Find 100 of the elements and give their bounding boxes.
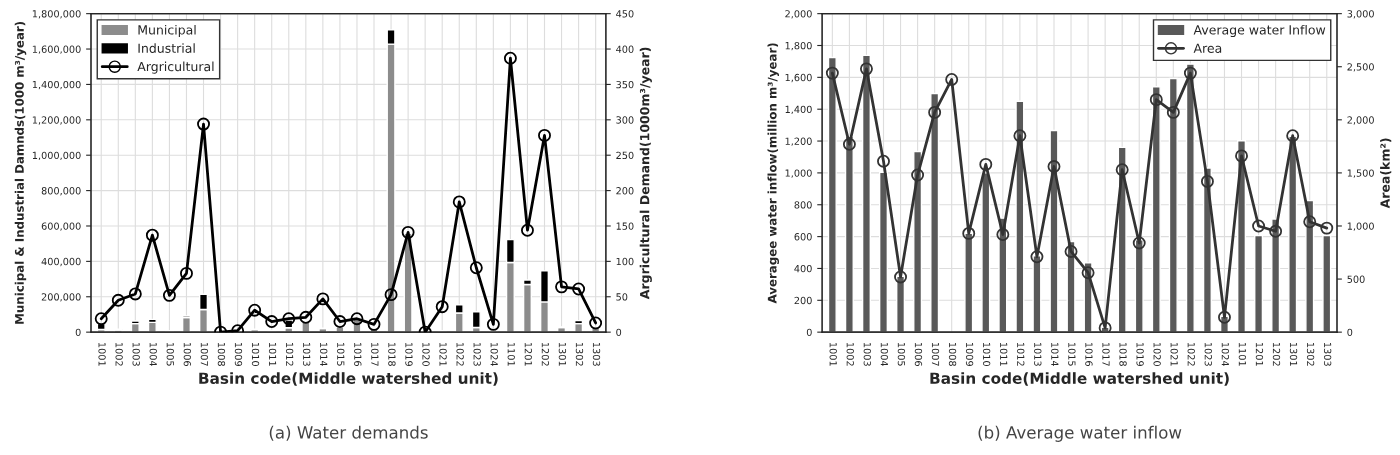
x-tick-label: 1004 bbox=[880, 342, 889, 367]
x-tick-label: 1019 bbox=[405, 342, 413, 366]
x-tick-label: 1005 bbox=[166, 342, 174, 366]
y2-tick-label: 300 bbox=[616, 116, 634, 124]
x-tick-label: 1016 bbox=[354, 342, 362, 366]
y2-tick-label: 2,500 bbox=[1347, 63, 1374, 72]
y2-tick-label: 1,000 bbox=[1347, 222, 1374, 231]
x-axis-title: Basin code(Middle watershed unit) bbox=[930, 372, 1229, 386]
y2-tick-label: 150 bbox=[616, 222, 634, 230]
y-tick-label: 600,000 bbox=[41, 222, 81, 231]
y-tick-label: 0 bbox=[75, 328, 81, 336]
x-tick-label: 1011 bbox=[268, 342, 277, 366]
x-tick-label: 1016 bbox=[1085, 342, 1093, 366]
legend-label: Area bbox=[1193, 43, 1222, 53]
x-tick-label: 1101 bbox=[507, 342, 515, 366]
y2-axis-title: Argricultural Demand(1000m³/year) bbox=[639, 47, 652, 300]
x-tick-label: 1101 bbox=[1238, 342, 1247, 366]
x-tick-label: 1017 bbox=[1102, 342, 1110, 366]
x-tick-label: 1202 bbox=[541, 342, 550, 366]
x-tick-label: 1020 bbox=[422, 342, 430, 366]
y-tick-label: 400,000 bbox=[41, 257, 81, 267]
y2-tick-label: 2,000 bbox=[1347, 116, 1374, 125]
x-tick-label: 1022 bbox=[456, 342, 464, 366]
y-tick-label: 2,000 bbox=[785, 10, 812, 19]
x-tick-label: 1007 bbox=[200, 342, 209, 366]
x-tick-label: 1012 bbox=[1017, 342, 1025, 366]
y2-tick-label: 200 bbox=[616, 187, 634, 195]
y-axis-title: Averagee water inflow(million m³/year) bbox=[767, 43, 780, 304]
x-tick-label: 1023 bbox=[473, 342, 481, 366]
x-tick-label: 1012 bbox=[285, 342, 294, 366]
y-tick-label: 400 bbox=[794, 264, 812, 273]
y2-tick-label: 500 bbox=[1347, 275, 1365, 283]
x-tick-label: 1005 bbox=[897, 342, 906, 366]
y-tick-label: 200 bbox=[794, 296, 812, 305]
x-tick-label: 1202 bbox=[1272, 342, 1281, 366]
y2-axis-title: Area(km²) bbox=[1380, 138, 1392, 209]
x-tick-label: 1013 bbox=[302, 342, 311, 366]
y-tick-label: 1,200,000 bbox=[32, 116, 81, 125]
x-tick-label: 1009 bbox=[965, 342, 974, 366]
x-tick-label: 1024 bbox=[1221, 342, 1230, 367]
y2-tick-label: 400 bbox=[616, 45, 634, 53]
x-tick-label: 1013 bbox=[1034, 342, 1042, 366]
x-tick-label: 1006 bbox=[183, 342, 192, 366]
x-tick-label: 1020 bbox=[1153, 342, 1161, 366]
x-tick-label: 1014 bbox=[1051, 342, 1059, 367]
x-tick-label: 1023 bbox=[1204, 342, 1212, 366]
y2-tick-label: 50 bbox=[616, 293, 628, 301]
x-tick-label: 1015 bbox=[337, 342, 345, 366]
x-tick-label: 1009 bbox=[234, 342, 243, 366]
x-tick-label: 1015 bbox=[1068, 342, 1076, 366]
x-tick-label: 1010 bbox=[251, 342, 260, 366]
y-tick-label: 1,200 bbox=[785, 137, 812, 146]
x-tick-label: 1014 bbox=[320, 342, 328, 367]
y-tick-label: 200,000 bbox=[41, 293, 81, 302]
y2-tick-label: 3,000 bbox=[1347, 10, 1374, 19]
x-tick-label: 1008 bbox=[948, 342, 957, 366]
x-tick-label: 1003 bbox=[863, 342, 871, 366]
x-tick-label: 1001 bbox=[98, 342, 106, 366]
x-tick-label: 1201 bbox=[524, 342, 532, 366]
x-tick-label: 1008 bbox=[217, 342, 226, 366]
y2-tick-label: 1,500 bbox=[1347, 169, 1374, 178]
x-tick-label: 1302 bbox=[1306, 342, 1315, 366]
x-axis-title: Basin code(Middle watershed unit) bbox=[199, 372, 498, 386]
y-tick-label: 1,000,000 bbox=[32, 151, 81, 161]
y2-tick-label: 250 bbox=[616, 151, 634, 160]
x-tick-label: 1006 bbox=[914, 342, 923, 366]
legend-label: Industrial bbox=[138, 43, 195, 53]
y-tick-label: 600 bbox=[794, 233, 812, 241]
x-tick-label: 1002 bbox=[115, 342, 123, 366]
x-tick-label: 1303 bbox=[592, 342, 601, 366]
x-tick-label: 1018 bbox=[388, 342, 396, 366]
x-tick-label: 1002 bbox=[846, 342, 854, 366]
x-tick-label: 1021 bbox=[439, 342, 447, 366]
text: (a) Water demands bbox=[269, 425, 428, 441]
x-tick-label: 1018 bbox=[1119, 342, 1127, 366]
y-tick-label: 0 bbox=[806, 328, 812, 336]
y-axis-title: Municipal & Industrial Damnds(1000 m³/year) bbox=[14, 21, 27, 324]
legend-label: Municipal bbox=[138, 24, 196, 37]
y-tick-label: 800 bbox=[794, 201, 812, 209]
legend-label: Average water Inflow bbox=[1193, 24, 1326, 37]
y-tick-label: 1,400,000 bbox=[32, 80, 81, 90]
y-tick-label: 1,600 bbox=[785, 73, 812, 83]
x-tick-label: 1302 bbox=[575, 342, 584, 366]
x-tick-label: 1007 bbox=[931, 342, 940, 366]
y-tick-label: 1,400 bbox=[785, 105, 812, 115]
legend-label: Argricultural bbox=[137, 61, 214, 74]
y-tick-label: 1,800 bbox=[785, 41, 812, 51]
y2-tick-label: 0 bbox=[1347, 328, 1353, 336]
y-tick-label: 800,000 bbox=[41, 187, 81, 196]
x-tick-label: 1301 bbox=[558, 342, 567, 366]
x-tick-label: 1003 bbox=[132, 342, 140, 366]
y2-tick-label: 450 bbox=[616, 10, 634, 18]
y2-tick-label: 350 bbox=[616, 80, 634, 89]
y2-tick-label: 0 bbox=[616, 328, 622, 336]
x-tick-label: 1201 bbox=[1255, 342, 1264, 366]
x-tick-label: 1001 bbox=[829, 342, 837, 366]
x-tick-label: 1021 bbox=[1170, 342, 1178, 366]
y-tick-label: 1,600,000 bbox=[32, 45, 81, 54]
x-tick-label: 1017 bbox=[371, 342, 379, 366]
x-tick-label: 1301 bbox=[1289, 342, 1298, 366]
